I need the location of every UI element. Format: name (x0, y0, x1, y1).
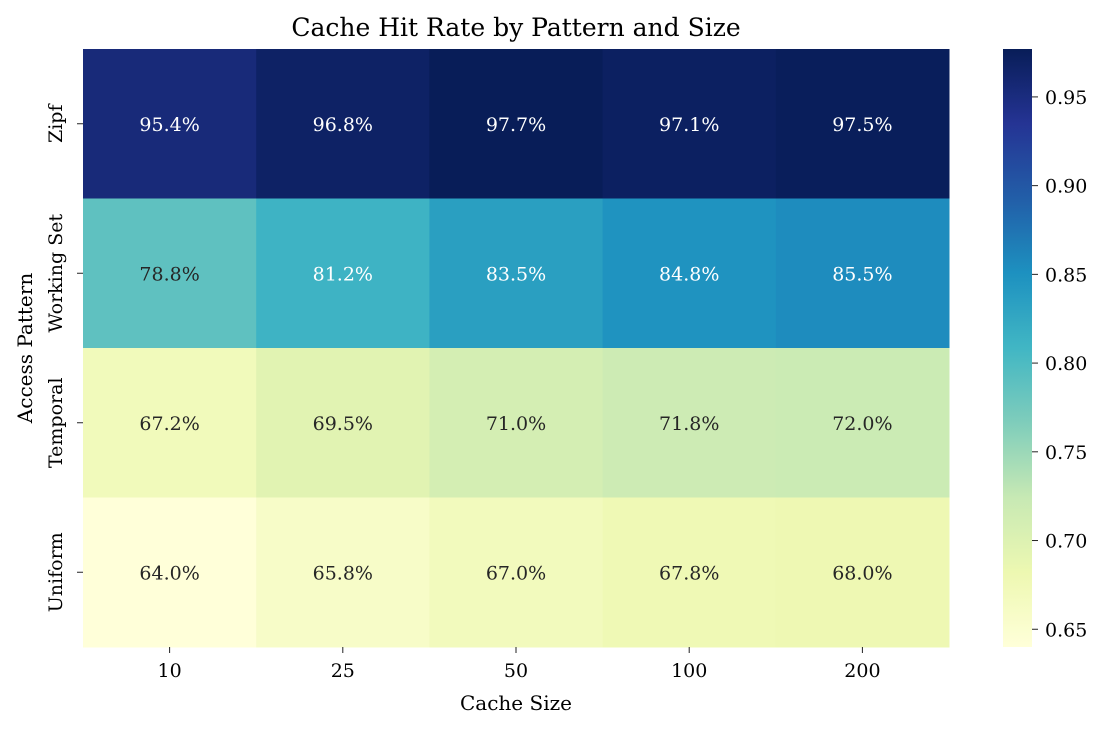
cell-annotation: 84.8% (659, 263, 719, 285)
heatmap-cell (429, 348, 604, 498)
heatmap-cell (83, 497, 257, 648)
cell-annotation: 71.0% (486, 413, 546, 435)
colorbar (1003, 49, 1032, 647)
cell-annotation: 97.7% (486, 114, 546, 136)
heatmap-cell (775, 348, 950, 498)
cell-annotation: 97.1% (659, 114, 719, 136)
colorbar-tick-label: 0.65 (1045, 619, 1087, 641)
colorbar-tick-label: 0.80 (1045, 353, 1087, 375)
cell-annotation: 64.0% (139, 562, 199, 584)
colorbar-tick-label: 0.90 (1045, 176, 1087, 198)
cell-annotation: 97.5% (832, 114, 892, 136)
heatmap-cell (83, 198, 257, 349)
cell-annotation: 67.8% (659, 562, 719, 584)
cell-annotation: 85.5% (832, 263, 892, 285)
cell-annotation: 67.0% (486, 562, 546, 584)
cell-annotation: 69.5% (313, 413, 373, 435)
heatmap-cell (429, 497, 604, 648)
colorbar-tick-label: 0.95 (1045, 87, 1087, 109)
heatmap-cell (429, 49, 604, 199)
x-tick-label: 200 (844, 660, 880, 682)
heatmap-cell (775, 49, 950, 199)
cell-annotation: 83.5% (486, 263, 546, 285)
colorbar-tick-label: 0.70 (1045, 531, 1087, 553)
y-axis-label: Access Pattern (13, 273, 37, 425)
heatmap-cell (83, 49, 257, 199)
cell-annotation: 95.4% (139, 114, 199, 136)
heatmap-cell (83, 348, 257, 498)
x-tick-label: 25 (331, 660, 355, 682)
y-tick-label: Temporal (45, 377, 67, 468)
heatmap-cell (602, 198, 777, 349)
y-tick-label: Zipf (45, 103, 67, 143)
colorbar-tick-label: 0.85 (1045, 264, 1087, 286)
colorbar-tick-label: 0.75 (1045, 442, 1087, 464)
heatmap-cell (602, 348, 777, 498)
heatmap-cell (775, 497, 950, 648)
cell-annotation: 96.8% (313, 114, 373, 136)
cell-annotation: 78.8% (139, 263, 199, 285)
chart-title: Cache Hit Rate by Pattern and Size (291, 13, 740, 42)
x-tick-label: 50 (504, 660, 528, 682)
cell-annotation: 65.8% (313, 562, 373, 584)
cell-annotation: 67.2% (139, 413, 199, 435)
heatmap-cell (256, 497, 430, 648)
heatmap-cell (256, 198, 430, 349)
cell-annotation: 72.0% (832, 413, 892, 435)
heatmap-cell (775, 198, 950, 349)
heatmap-cell (429, 198, 604, 349)
cell-annotation: 81.2% (313, 263, 373, 285)
heatmap-cell (602, 497, 777, 648)
heatmap-cell (602, 49, 777, 199)
x-tick-label: 100 (671, 660, 707, 682)
y-tick-label: Uniform (45, 532, 67, 612)
x-axis-label: Cache Size (460, 691, 572, 715)
y-tick-label: Working Set (45, 214, 67, 333)
cell-annotation: 68.0% (832, 562, 892, 584)
cell-annotation: 71.8% (659, 413, 719, 435)
heatmap-cell (256, 348, 430, 498)
x-tick-label: 10 (158, 660, 182, 682)
heatmap-cell (256, 49, 430, 199)
